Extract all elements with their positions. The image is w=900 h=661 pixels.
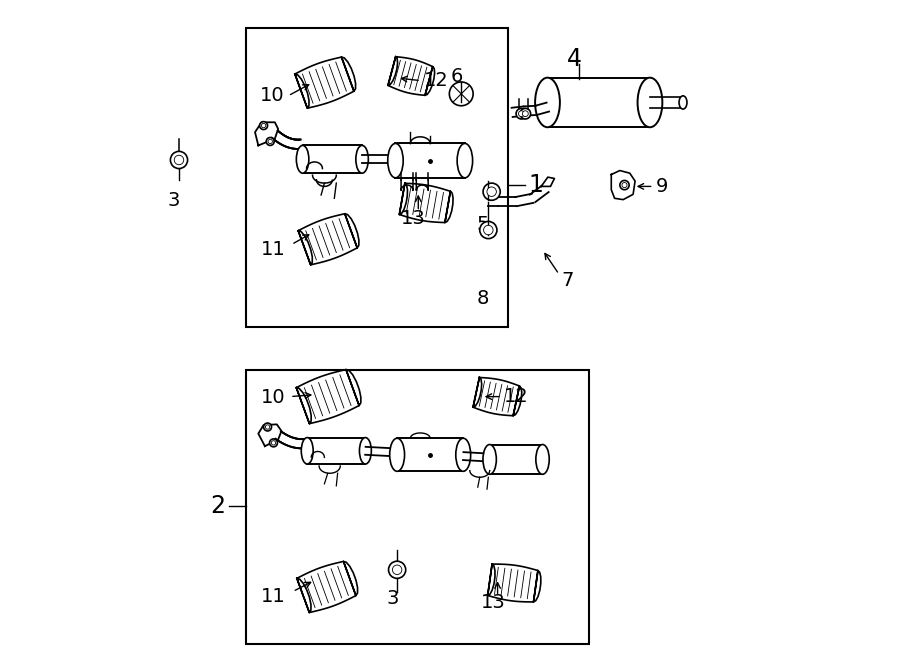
Ellipse shape	[518, 111, 525, 116]
Polygon shape	[611, 171, 635, 200]
Text: 10: 10	[260, 87, 285, 105]
Ellipse shape	[622, 182, 627, 188]
Ellipse shape	[449, 82, 473, 106]
Polygon shape	[547, 78, 650, 127]
Ellipse shape	[264, 423, 272, 431]
Text: 13: 13	[481, 594, 505, 612]
Ellipse shape	[389, 561, 406, 578]
Ellipse shape	[536, 78, 560, 128]
Ellipse shape	[455, 438, 471, 471]
Ellipse shape	[457, 143, 472, 178]
Text: 13: 13	[401, 209, 426, 227]
Ellipse shape	[261, 124, 266, 128]
Ellipse shape	[520, 108, 531, 119]
Polygon shape	[302, 145, 362, 173]
Polygon shape	[307, 438, 365, 464]
Ellipse shape	[268, 139, 273, 143]
Text: 5: 5	[477, 215, 490, 234]
Text: 12: 12	[424, 71, 448, 90]
Ellipse shape	[483, 444, 497, 475]
Text: 11: 11	[261, 241, 285, 259]
Ellipse shape	[259, 122, 267, 130]
Ellipse shape	[392, 565, 401, 574]
Text: 11: 11	[261, 587, 285, 605]
Text: 8: 8	[476, 290, 489, 308]
Text: 4: 4	[567, 48, 581, 71]
Ellipse shape	[271, 441, 275, 445]
Text: 2: 2	[210, 494, 225, 518]
Ellipse shape	[390, 438, 405, 471]
Text: 10: 10	[261, 389, 285, 407]
Text: 12: 12	[504, 387, 529, 406]
Ellipse shape	[487, 187, 497, 196]
Polygon shape	[541, 177, 554, 186]
Text: 7: 7	[561, 272, 573, 290]
Ellipse shape	[356, 145, 368, 173]
Ellipse shape	[269, 439, 277, 447]
Ellipse shape	[170, 151, 187, 169]
Ellipse shape	[536, 444, 549, 475]
Ellipse shape	[516, 108, 526, 119]
Ellipse shape	[296, 145, 309, 173]
Ellipse shape	[175, 155, 184, 165]
Bar	[247, 28, 508, 327]
Bar	[247, 370, 589, 644]
Polygon shape	[258, 424, 282, 446]
Ellipse shape	[266, 425, 270, 429]
Ellipse shape	[483, 183, 500, 200]
Ellipse shape	[266, 137, 274, 145]
Ellipse shape	[637, 78, 662, 128]
Ellipse shape	[522, 111, 528, 116]
Text: 3: 3	[386, 589, 399, 607]
Polygon shape	[255, 122, 278, 145]
Ellipse shape	[480, 221, 497, 239]
Ellipse shape	[679, 96, 687, 109]
Ellipse shape	[359, 438, 372, 464]
Text: 3: 3	[167, 192, 180, 210]
Text: 6: 6	[450, 67, 463, 85]
Polygon shape	[490, 444, 543, 475]
Ellipse shape	[483, 225, 493, 235]
Ellipse shape	[388, 143, 403, 178]
Polygon shape	[395, 143, 465, 178]
Text: 9: 9	[656, 177, 669, 196]
Text: 1: 1	[528, 173, 543, 197]
Ellipse shape	[302, 438, 313, 464]
Ellipse shape	[620, 180, 629, 190]
Polygon shape	[397, 438, 464, 471]
